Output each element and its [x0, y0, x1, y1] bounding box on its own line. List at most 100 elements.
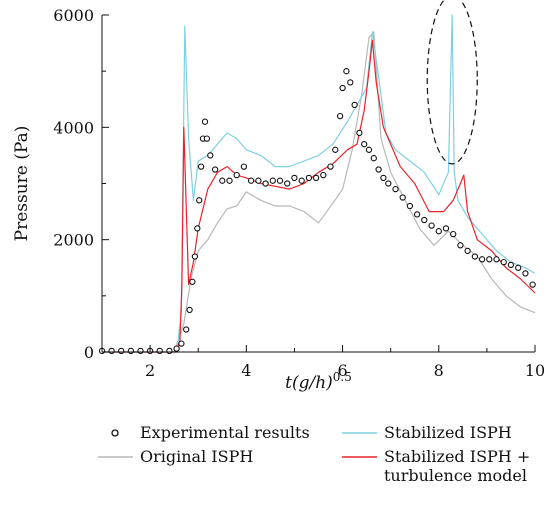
- experimental-point: [421, 216, 428, 224]
- experimental-point: [219, 177, 226, 184]
- experimental-point: [240, 163, 248, 170]
- annotation-ellipse: [426, 0, 478, 165]
- experimental-point: [327, 163, 334, 170]
- experimental-point: [233, 171, 240, 179]
- x-axis-label-exponent: 0.5: [333, 370, 352, 384]
- experimental-point: [336, 112, 344, 120]
- experimental-point: [413, 211, 421, 218]
- experimental-point: [347, 79, 354, 86]
- x-axis-label-paren: (g/h): [292, 373, 333, 393]
- series-line-stabilized-isph-turbulence-model: [102, 39, 536, 353]
- x-axis-label-main: t: [285, 373, 292, 393]
- experimental-point: [183, 326, 190, 333]
- experimental-point: [211, 166, 219, 173]
- series-line-original-isph: [102, 31, 536, 353]
- legend: Experimental results Stabilized ISPH Origi…: [98, 423, 530, 485]
- experimental-point: [269, 177, 276, 184]
- experimental-point: [178, 340, 185, 347]
- experimental-point: [137, 347, 144, 355]
- series-layer: [98, 14, 536, 355]
- experimental-point: [385, 180, 392, 187]
- experimental-point: [356, 129, 363, 137]
- experimental-point: [108, 347, 115, 355]
- experimental-point: [392, 185, 399, 193]
- y-tick-label: 6000: [53, 6, 94, 25]
- experimental-point: [186, 306, 193, 314]
- experimental-point: [191, 253, 199, 260]
- experimental-point: [406, 202, 414, 210]
- ticks-layer: 2 4 6 8 10 0 2000 4000 6000: [53, 6, 544, 380]
- experimental-point: [343, 68, 350, 75]
- experimental-point: [365, 146, 373, 153]
- experimental-point: [305, 174, 313, 182]
- experimental-point: [471, 253, 479, 260]
- legend-label: Stabilized ISPH +: [384, 447, 530, 466]
- series-experimental-results: [98, 68, 536, 355]
- legend-item-stabilized-isph-turbulence-model: Stabilized ISPH +turbulence model: [342, 447, 530, 485]
- experimental-point: [493, 256, 500, 263]
- experimental-point: [127, 347, 135, 355]
- experimental-point: [399, 194, 406, 201]
- experimental-point: [370, 155, 377, 162]
- x-axis-label: t(g/h)0.5: [285, 370, 352, 393]
- experimental-point: [500, 258, 507, 266]
- experimental-point: [276, 177, 284, 184]
- x-tick-label: 10: [525, 361, 544, 380]
- experimental-point: [507, 261, 515, 269]
- legend-label: Experimental results: [140, 423, 310, 442]
- y-axis-label: Pressure (Pa): [12, 126, 32, 242]
- experimental-point: [442, 225, 450, 232]
- legend-item-experimental-results: Experimental results: [111, 423, 310, 442]
- annotation-layer: [426, 0, 478, 165]
- experimental-point: [255, 177, 262, 184]
- x-tick-label: 2: [145, 361, 155, 380]
- experimental-point: [464, 247, 471, 255]
- experimental-point: [522, 270, 529, 277]
- experimental-point: [247, 177, 255, 184]
- experimental-point: [312, 174, 320, 182]
- experimental-point: [156, 347, 163, 355]
- legend-item-original-isph: Original ISPH: [98, 447, 253, 466]
- series-line-stabilized-isph: [102, 14, 536, 353]
- experimental-point: [478, 256, 486, 263]
- legend-swatch: [111, 429, 119, 437]
- experimental-point: [262, 180, 269, 187]
- experimental-point: [435, 228, 442, 235]
- y-tick-label: 2000: [53, 231, 94, 250]
- experimental-point: [515, 264, 522, 271]
- experimental-point: [428, 222, 435, 229]
- experimental-point: [118, 347, 125, 355]
- axes-layer: [101, 15, 535, 353]
- experimental-point: [201, 118, 209, 125]
- legend-label: Stabilized ISPH: [384, 423, 512, 442]
- experimental-point: [375, 166, 382, 173]
- x-tick-label: 8: [434, 361, 444, 380]
- y-tick-label: 4000: [53, 118, 94, 137]
- experimental-point: [203, 135, 211, 142]
- experimental-point: [351, 101, 358, 109]
- experimental-point: [189, 278, 196, 285]
- experimental-point: [173, 345, 180, 352]
- experimental-point: [226, 177, 233, 184]
- legend-label: turbulence model: [384, 466, 527, 485]
- experimental-point: [486, 256, 493, 263]
- legend-label: Original ISPH: [140, 447, 253, 466]
- legend-item-stabilized-isph: Stabilized ISPH: [342, 423, 512, 442]
- experimental-point: [339, 84, 346, 92]
- experimental-point: [457, 242, 464, 249]
- x-tick-label: 4: [241, 361, 251, 380]
- experimental-point: [194, 225, 201, 232]
- experimental-point: [197, 163, 205, 170]
- experimental-point: [284, 180, 291, 187]
- experimental-point: [332, 146, 339, 153]
- experimental-point: [196, 197, 203, 204]
- experimental-point: [291, 174, 298, 182]
- experimental-point: [207, 152, 214, 159]
- experimental-point: [320, 171, 327, 179]
- experimental-point: [361, 141, 368, 148]
- y-tick-label: 0: [84, 343, 94, 362]
- experimental-point: [166, 347, 173, 355]
- experimental-point: [529, 281, 536, 288]
- experimental-point: [450, 230, 457, 238]
- experimental-point: [298, 177, 305, 184]
